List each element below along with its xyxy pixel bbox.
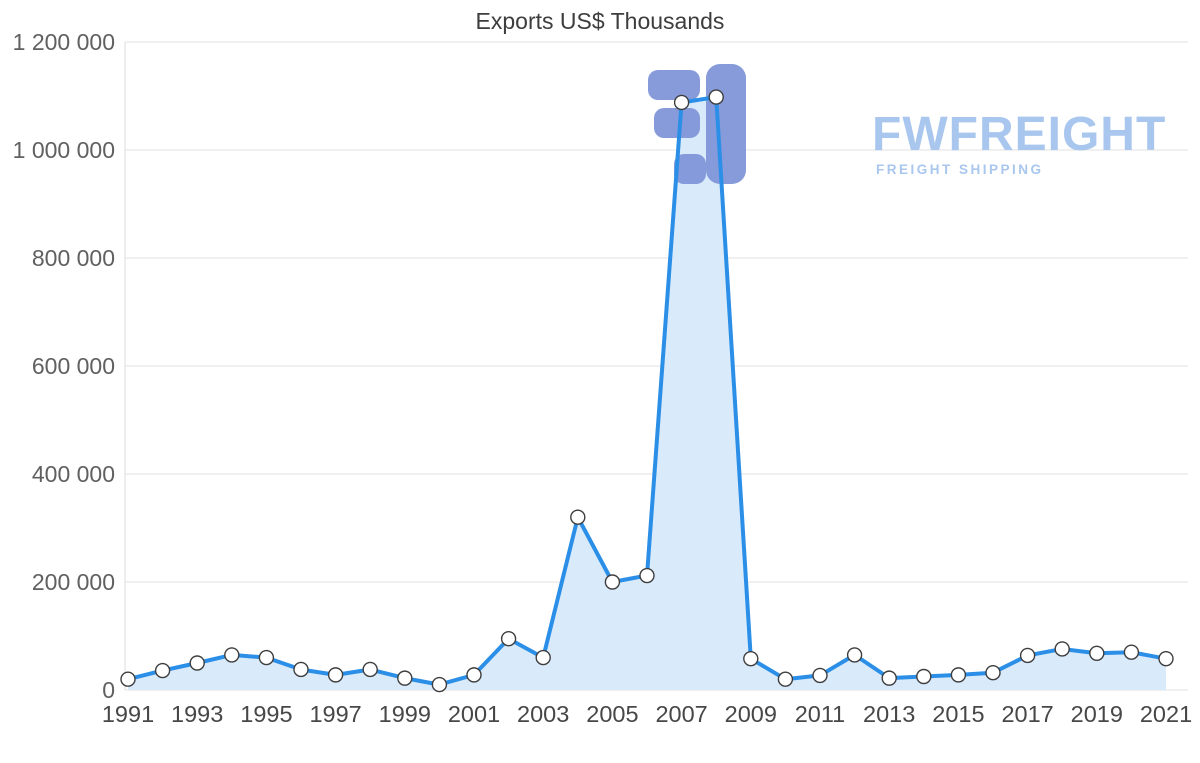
x-axis-label: 2015 [932,701,984,727]
chart-title: Exports US$ Thousands [475,8,725,34]
data-point-2014[interactable] [916,668,932,685]
x-axis-label: 1999 [379,701,431,727]
data-point-2001[interactable] [466,667,482,683]
data-point-2005[interactable] [604,574,621,590]
x-axis-label: 2013 [863,701,915,727]
x-axis-label: 2009 [725,701,777,727]
y-axis-label: 800 000 [32,245,115,271]
x-axis-label: 2001 [448,701,500,727]
x-axis-label: 1991 [102,701,154,727]
y-axis-label: 200 000 [32,569,115,595]
data-point-2017[interactable] [1019,647,1036,664]
x-axis-label: 2017 [1001,701,1053,727]
y-axis-label: 600 000 [32,353,115,379]
data-point-2019[interactable] [1089,645,1105,661]
data-point-2002[interactable] [500,631,517,647]
area-fill [128,97,1166,690]
data-point-2018[interactable] [1054,641,1070,657]
data-point-2004[interactable] [570,509,586,525]
y-axis-label: 0 [102,677,115,703]
data-point-1992[interactable] [154,662,171,679]
data-point-2010[interactable] [777,671,794,687]
data-point-1995[interactable] [258,649,275,666]
fwfreight-logo-icon [648,64,746,184]
data-point-2016[interactable] [985,665,1001,681]
data-point-1996[interactable] [293,661,309,678]
x-axis-label: 2003 [517,701,569,727]
data-point-1997[interactable] [327,667,344,683]
x-axis-label: 1995 [240,701,292,727]
data-point-2006[interactable] [639,567,655,584]
x-axis-label: 1993 [171,701,223,727]
logo-mark-shape [654,108,700,138]
x-axis-label: 2021 [1140,701,1192,727]
y-axis-label: 1 000 000 [13,137,115,163]
data-point-2008[interactable] [708,89,724,105]
data-point-1994[interactable] [224,647,240,663]
data-point-2013[interactable] [881,670,897,686]
data-point-2000[interactable] [431,676,448,693]
x-axis-label: 2011 [795,701,846,727]
watermark-tagline-text: FREIGHT SHIPPING [876,162,1044,177]
data-point-2021[interactable] [1158,650,1174,667]
data-point-2011[interactable] [812,667,828,684]
data-point-2009[interactable] [743,650,759,667]
logo-mark-shape [706,64,746,184]
data-point-2020[interactable] [1123,644,1140,660]
y-axis-label: 400 000 [32,461,115,487]
data-point-2012[interactable] [846,647,863,663]
data-point-1998[interactable] [362,661,378,678]
data-point-1991[interactable] [120,671,136,687]
data-point-2003[interactable] [535,649,551,666]
data-point-2015[interactable] [950,667,967,683]
watermark-brand-text: FWFREIGHT [872,108,1166,161]
y-axis-label: 1 200 000 [13,29,115,55]
data-point-2007[interactable] [673,94,690,111]
x-axis-label: 1997 [309,701,361,727]
logo-mark-shape [648,70,700,100]
x-axis-label: 2007 [655,701,707,727]
x-axis-label: 2005 [586,701,638,727]
data-point-1993[interactable] [189,655,205,671]
logo-mark-shape [674,154,706,184]
x-axis-label: 2019 [1071,701,1123,727]
data-point-1999[interactable] [397,670,413,686]
